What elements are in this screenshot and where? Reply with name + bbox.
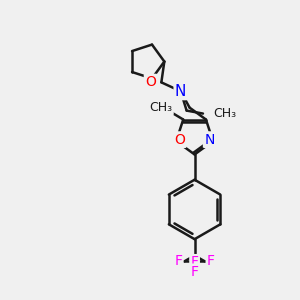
Text: F: F: [207, 254, 215, 268]
Text: F: F: [190, 255, 199, 269]
Text: O: O: [145, 75, 156, 89]
Text: N: N: [204, 133, 214, 147]
Text: CH₃: CH₃: [213, 107, 236, 120]
Text: N: N: [175, 84, 186, 99]
Text: CH₃: CH₃: [149, 101, 172, 114]
Text: F: F: [174, 254, 182, 268]
Text: O: O: [174, 133, 185, 147]
Text: F: F: [190, 265, 199, 279]
